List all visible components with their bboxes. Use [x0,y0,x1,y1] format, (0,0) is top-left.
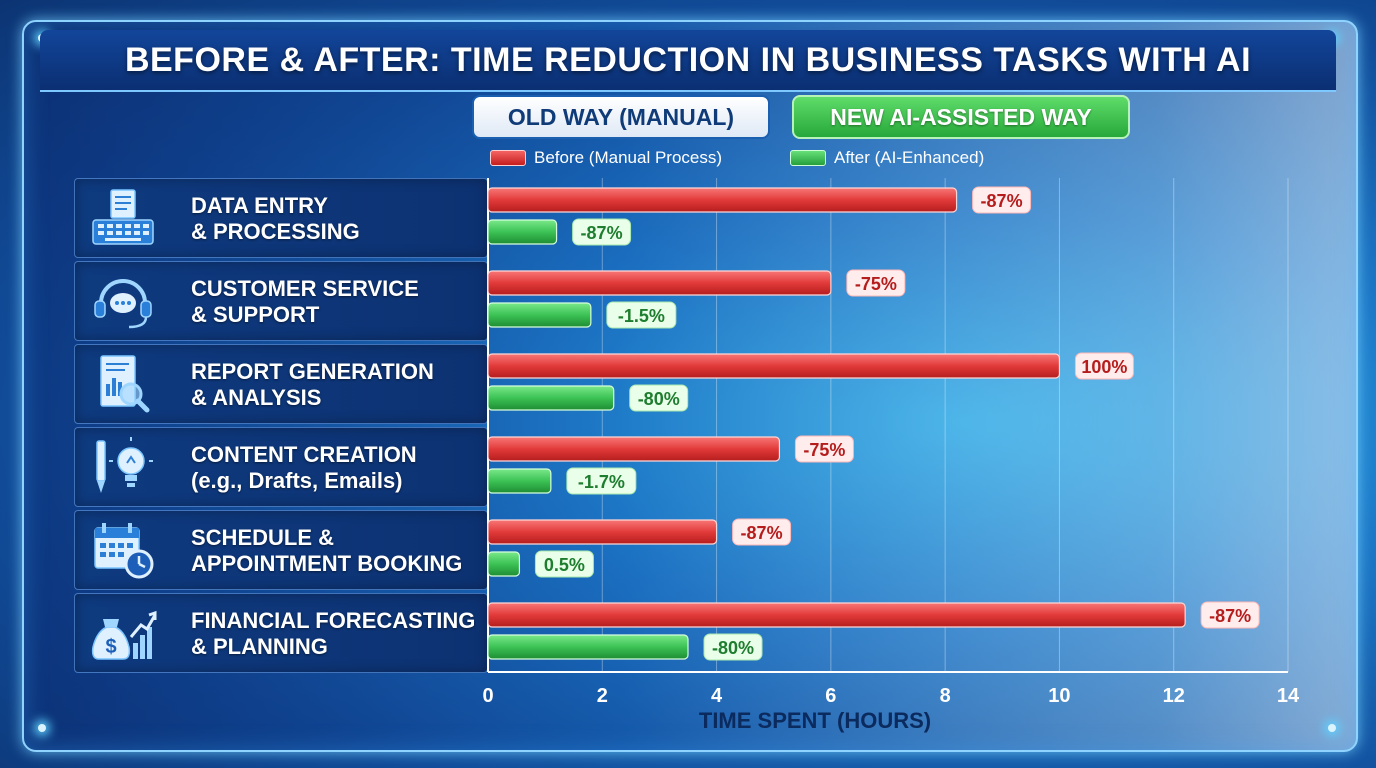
legend-before-swatch [490,150,526,166]
before-data-label: -87% [1209,606,1251,626]
before-bar [487,187,958,213]
title-bar: BEFORE & AFTER: TIME REDUCTION IN BUSINE… [40,30,1336,92]
after-bar [487,302,592,328]
x-tick-label: 12 [1163,685,1185,707]
chart-title: BEFORE & AFTER: TIME REDUCTION IN BUSINE… [124,40,1252,79]
before-label-bg [794,435,854,463]
category-label: SCHEDULE & APPOINTMENT BOOKING [191,525,463,576]
category-label: FINANCIAL FORECASTING & PLANNING [191,608,476,659]
after-label-bg [606,301,677,329]
category-label: REPORT GENERATION & ANALYSIS [191,359,434,410]
corner-glow-dot [38,724,46,732]
x-tick-label: 8 [940,685,951,707]
after-data-label: -1.7% [578,472,625,492]
before-label-bg [732,518,792,546]
before-bar [487,270,832,296]
after-label-bg [572,218,632,246]
category-card-customer-service: CUSTOMER SERVICE & SUPPORT [74,261,488,341]
category-label: DATA ENTRY & PROCESSING [191,193,360,244]
before-label-bg [1074,352,1134,380]
after-label-bg [703,633,763,661]
before-label-bg [846,269,906,297]
keyboard-document-icon [92,189,154,245]
report-magnifier-icon [100,355,150,413]
after-data-label: -80% [638,389,680,409]
x-tick-label: 14 [1277,685,1300,707]
before-bar [487,353,1061,379]
moneybag-chart-icon: $ [91,610,157,660]
corner-glow-dot [1328,724,1336,732]
svg-text:$: $ [105,636,116,658]
x-tick-label: 0 [482,685,493,707]
legend-after: After (AI-Enhanced) [790,148,984,168]
category-card-content-creation: CONTENT CREATION (e.g., Drafts, Emails) [74,427,488,507]
x-tick-label: 2 [597,685,608,707]
x-axis-title: TIME SPENT (HOURS) [698,708,932,733]
after-data-label: -1.5% [618,306,665,326]
after-data-label: 0.5% [544,555,585,575]
before-data-label: -75% [803,440,845,460]
after-label-bg [566,467,637,495]
after-data-label: -80% [712,638,754,658]
new-way-header: NEW AI-ASSISTED WAY [792,95,1130,139]
old-way-header: OLD WAY (MANUAL) [472,95,770,139]
before-data-label: -87% [741,523,783,543]
category-card-schedule: SCHEDULE & APPOINTMENT BOOKING [74,510,488,590]
x-tick-label: 10 [1048,685,1070,707]
before-data-label: -87% [981,191,1023,211]
before-label-bg [972,186,1032,214]
legend-after-label: After (AI-Enhanced) [834,148,985,167]
after-data-label: -87% [581,223,623,243]
after-bar [487,634,689,660]
after-bar [487,385,615,411]
legend-after-swatch [790,150,826,166]
after-bar [487,468,552,494]
before-bar [487,436,781,462]
after-bar [487,551,521,577]
before-bar [487,602,1186,628]
x-tick-label: 6 [825,685,836,707]
before-label-bg [1200,601,1260,629]
category-label: CUSTOMER SERVICE & SUPPORT [191,276,419,327]
before-data-label: -75% [855,274,897,294]
category-card-report-generation: REPORT GENERATION & ANALYSIS [74,344,488,424]
after-bar [487,219,558,245]
pen-lightbulb-icon [96,437,153,493]
legend-before-label: Before (Manual Process) [534,148,723,167]
headset-chat-icon [94,279,152,329]
legend-before: Before (Manual Process) [490,148,722,168]
category-card-data-entry: DATA ENTRY & PROCESSING [74,178,488,258]
x-tick-label: 4 [711,685,723,707]
category-card-financial: $ FINANCIAL FORECASTING & PLANNING [74,593,488,673]
after-label-bg [629,384,689,412]
calendar-clock-icon [94,523,154,579]
category-label: CONTENT CREATION (e.g., Drafts, Emails) [191,442,417,493]
before-bar [487,519,718,545]
after-label-bg [534,550,594,578]
before-data-label: 100% [1081,357,1127,377]
